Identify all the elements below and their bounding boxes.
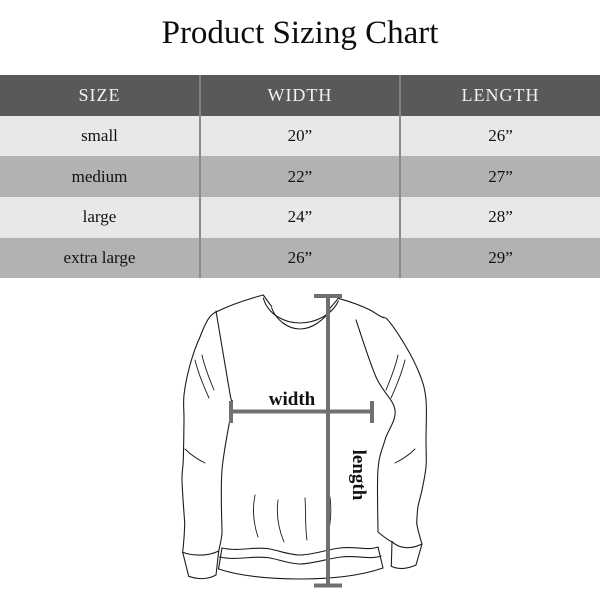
svg-text:length: length	[348, 450, 369, 501]
svg-text:width: width	[269, 389, 316, 410]
